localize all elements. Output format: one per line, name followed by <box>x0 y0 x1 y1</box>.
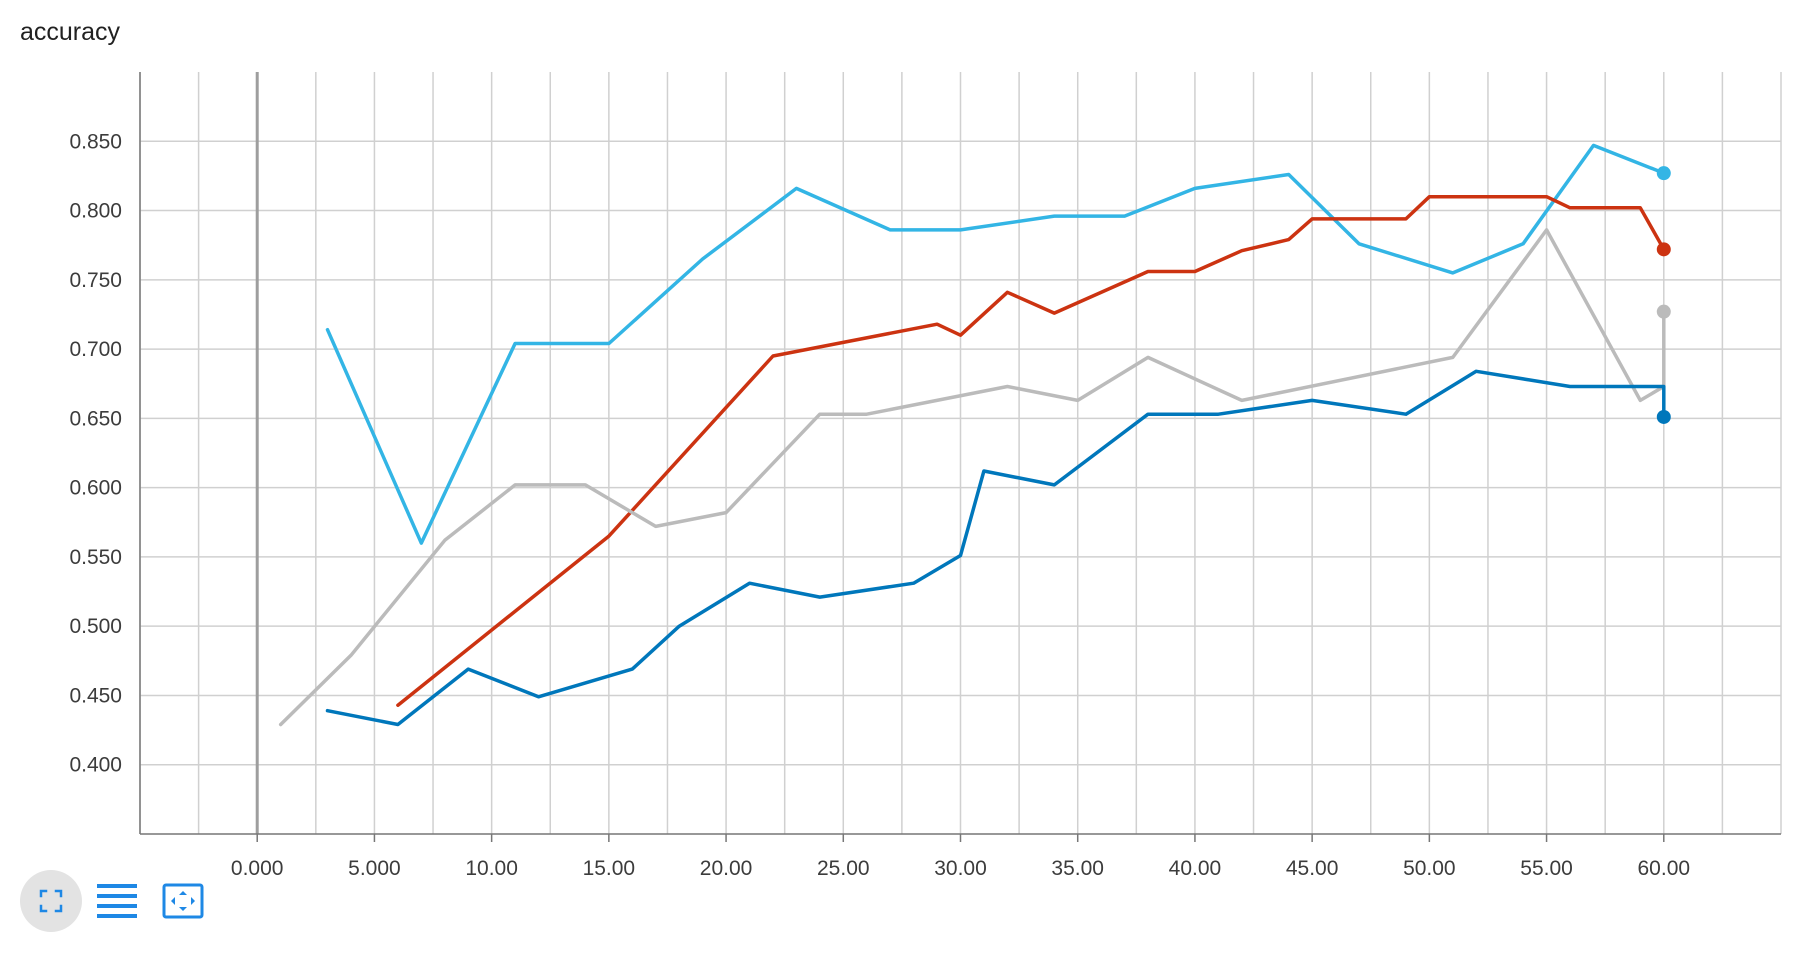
chart-toolbar <box>20 870 218 932</box>
y-tick-label: 0.550 <box>69 546 122 569</box>
x-tick-label: 40.00 <box>1169 857 1222 880</box>
y-tick-label: 0.400 <box>69 754 122 777</box>
y-tick-label: 0.850 <box>69 130 122 153</box>
x-tick-label: 15.00 <box>583 857 636 880</box>
fit-domain-button[interactable] <box>152 870 214 932</box>
series-line-1 <box>325 143 1666 545</box>
chart-title: accuracy <box>20 18 121 46</box>
x-tick-label: 30.00 <box>934 857 987 880</box>
y-tick-label: 0.600 <box>69 477 122 500</box>
x-tick-label: 5.000 <box>348 857 401 880</box>
data-table-icon <box>97 884 137 918</box>
series-line-4 <box>325 369 1666 727</box>
x-tick-label: 35.00 <box>1051 857 1104 880</box>
series-line-3 <box>278 228 1666 727</box>
series-end-point-3 <box>1656 304 1671 319</box>
fullscreen-button[interactable] <box>20 870 82 932</box>
fullscreen-icon <box>39 889 63 913</box>
y-tick-label: 0.800 <box>69 200 122 223</box>
x-tick-label: 60.00 <box>1638 857 1691 880</box>
x-tick-label: 45.00 <box>1286 857 1339 880</box>
series-end-point-4 <box>1656 409 1671 424</box>
fit-domain-icon <box>162 883 204 919</box>
y-tick-label: 0.750 <box>69 269 122 292</box>
x-tick-label: 55.00 <box>1520 857 1573 880</box>
y-tick-label: 0.700 <box>69 338 122 361</box>
series-end-point-1 <box>1656 166 1671 181</box>
series-end-point-2 <box>1656 242 1671 257</box>
y-tick-label: 0.500 <box>69 615 122 638</box>
x-tick-label: 20.00 <box>700 857 753 880</box>
x-tick-label: 50.00 <box>1403 857 1456 880</box>
x-tick-label: 10.00 <box>465 857 518 880</box>
x-tick-label: 0.000 <box>231 857 284 880</box>
series-line-2 <box>396 194 1666 707</box>
y-tick-label: 0.650 <box>69 407 122 430</box>
x-tick-label: 25.00 <box>817 857 870 880</box>
data-table-button[interactable] <box>86 870 148 932</box>
y-tick-label: 0.450 <box>69 684 122 707</box>
